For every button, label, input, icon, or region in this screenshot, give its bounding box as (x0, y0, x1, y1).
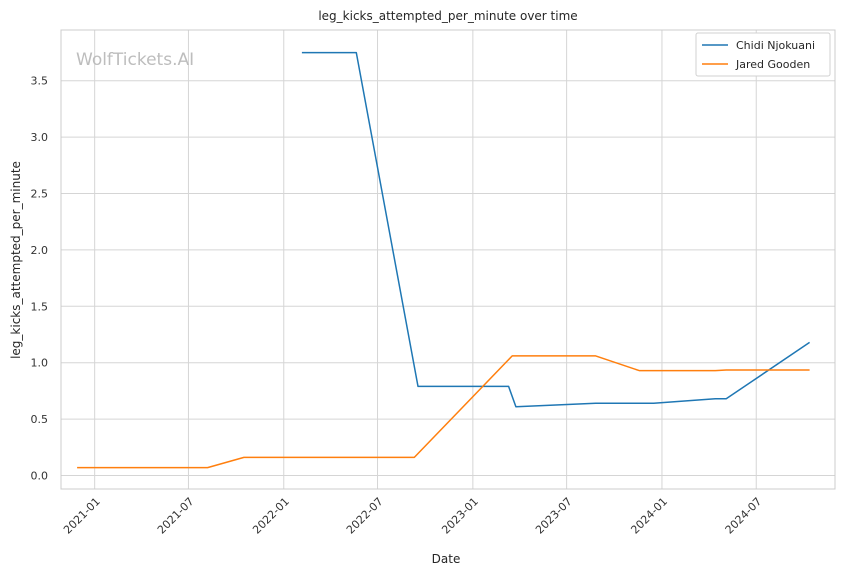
series-line-1 (301, 51, 811, 408)
series-line-2 (77, 355, 810, 469)
plot-frame (60, 29, 836, 490)
series-group (77, 51, 811, 469)
x-axis-title: Date (432, 552, 461, 566)
y-axis-title: leg_kicks_attempted_per_minute (9, 161, 23, 359)
y-tick-label: 0.5 (31, 413, 49, 426)
legend-box (695, 32, 831, 77)
y-tick-label: 0.0 (31, 469, 49, 482)
chart-title: leg_kicks_attempted_per_minute over time (318, 9, 577, 23)
legend-label-1: Chidi Njokuani (736, 39, 815, 52)
y-tick-label: 3.5 (31, 75, 49, 88)
y-axis-ticks: 0.0 0.5 1.0 1.5 2.0 2.5 3.0 3.5 (31, 75, 49, 483)
y-tick-label: 1.5 (31, 300, 49, 313)
y-tick-label: 2.0 (31, 244, 49, 257)
grid (61, 30, 835, 489)
watermark: WolfTickets.AI (76, 50, 194, 70)
legend: Chidi Njokuani Jared Gooden (695, 32, 831, 77)
y-tick-label: 1.0 (31, 357, 49, 370)
legend-label-2: Jared Gooden (735, 58, 810, 71)
y-tick-label: 2.5 (31, 188, 49, 201)
y-tick-label: 3.0 (31, 131, 49, 144)
